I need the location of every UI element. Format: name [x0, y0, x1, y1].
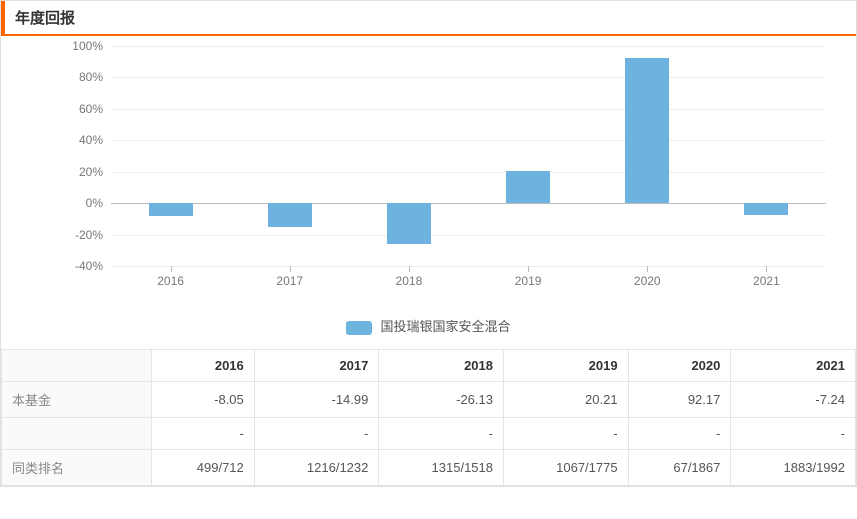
x-label: 2020 [634, 274, 661, 288]
table-col-header: 2018 [379, 350, 504, 382]
table-cell: 499/712 [152, 450, 255, 486]
panel-title: 年度回报 [1, 1, 856, 36]
plot-area [111, 46, 826, 266]
bar-chart: -40%-20%0%20%40%60%80%100% 2016201720182… [11, 46, 846, 306]
table-col-header: 2016 [152, 350, 255, 382]
table-cell: 20.21 [503, 382, 628, 418]
table-cell: 67/1867 [628, 450, 731, 486]
bar [268, 203, 312, 227]
table-cell: 1216/1232 [254, 450, 379, 486]
x-tick [647, 266, 648, 272]
table-cell: -7.24 [731, 382, 856, 418]
x-tick [171, 266, 172, 272]
y-tick-label: 60% [79, 102, 103, 116]
grid-line [111, 77, 826, 78]
x-label: 2018 [396, 274, 423, 288]
x-tick [409, 266, 410, 272]
table-cell: - [152, 418, 255, 450]
table-row-label: 同类排名 [2, 450, 152, 486]
table-cell: 1883/1992 [731, 450, 856, 486]
y-tick-label: 100% [72, 39, 103, 53]
bar [744, 203, 788, 214]
table-cell: 1315/1518 [379, 450, 504, 486]
table-cell: - [731, 418, 856, 450]
chart-legend: 国投瑞银国家安全混合 [11, 306, 846, 349]
y-tick-label: -40% [75, 259, 103, 273]
table-col-header: 2017 [254, 350, 379, 382]
table-col-header: 2019 [503, 350, 628, 382]
y-tick-label: 80% [79, 70, 103, 84]
table-cell: 1067/1775 [503, 450, 628, 486]
bar [387, 203, 431, 244]
y-tick-label: 40% [79, 133, 103, 147]
table-cell: 92.17 [628, 382, 731, 418]
table-row: 同类排名499/7121216/12321315/15181067/177567… [2, 450, 856, 486]
annual-return-panel: 年度回报 -40%-20%0%20%40%60%80%100% 20162017… [0, 0, 857, 487]
chart-container: -40%-20%0%20%40%60%80%100% 2016201720182… [1, 36, 856, 349]
zero-line [111, 203, 826, 204]
grid-line [111, 140, 826, 141]
y-tick-label: -20% [75, 228, 103, 242]
grid-line [111, 235, 826, 236]
x-label: 2019 [515, 274, 542, 288]
table-col-header: 2020 [628, 350, 731, 382]
y-tick-label: 20% [79, 165, 103, 179]
grid-line [111, 172, 826, 173]
legend-label: 国投瑞银国家安全混合 [380, 319, 510, 334]
table-cell: - [628, 418, 731, 450]
table-row-label: 本基金 [2, 382, 152, 418]
bar [149, 203, 193, 216]
x-tick [766, 266, 767, 272]
table-cell: -8.05 [152, 382, 255, 418]
x-tick [528, 266, 529, 272]
grid-line [111, 109, 826, 110]
table-row: ------ [2, 418, 856, 450]
table-row-label [2, 418, 152, 450]
x-axis: 2016 2017 2018 2019 2020 2021 [111, 266, 826, 306]
y-axis: -40%-20%0%20%40%60%80%100% [11, 46, 111, 266]
legend-swatch [346, 321, 372, 335]
x-label: 2017 [276, 274, 303, 288]
table-col-header: 2021 [731, 350, 856, 382]
data-table: 201620172018201920202021 本基金-8.05-14.99-… [1, 349, 856, 486]
table-cell: - [503, 418, 628, 450]
x-label: 2016 [157, 274, 184, 288]
bar [625, 58, 669, 203]
table-row: 本基金-8.05-14.99-26.1320.2192.17-7.24 [2, 382, 856, 418]
table-cell: -14.99 [254, 382, 379, 418]
table-corner [2, 350, 152, 382]
table-cell: - [254, 418, 379, 450]
bar [506, 171, 550, 203]
table-cell: - [379, 418, 504, 450]
table-cell: -26.13 [379, 382, 504, 418]
y-tick-label: 0% [86, 196, 103, 210]
grid-line [111, 46, 826, 47]
x-tick [290, 266, 291, 272]
x-label: 2021 [753, 274, 780, 288]
